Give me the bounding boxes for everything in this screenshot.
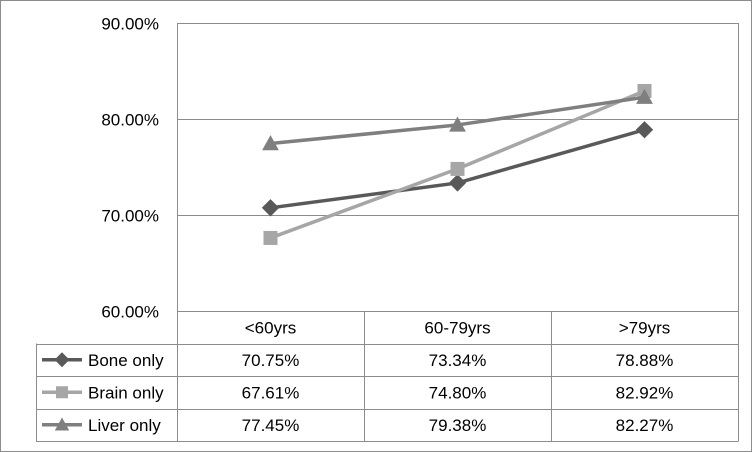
- legend-label: Liver only: [88, 416, 161, 435]
- y-tick-label: 60.00%: [101, 303, 159, 322]
- legend-marker: [54, 417, 70, 431]
- y-axis-tick-labels: 60.00% 70.00% 80.00% 90.00%: [101, 15, 159, 322]
- table-cell-value: 73.34%: [429, 351, 487, 370]
- category-label: >79yrs: [619, 318, 671, 337]
- data-point: [636, 88, 653, 104]
- data-point: [262, 135, 279, 151]
- data-point: [635, 121, 654, 139]
- y-tick-label: 90.00%: [101, 15, 159, 34]
- table-cell-value: 78.88%: [616, 351, 674, 370]
- table-cell-value: 74.80%: [429, 383, 487, 402]
- legend-marker: [54, 352, 70, 368]
- data-point: [263, 230, 278, 245]
- table-cell-value: 77.45%: [242, 416, 300, 435]
- legend-label: Bone only: [88, 351, 164, 370]
- y-tick-label: 80.00%: [101, 111, 159, 130]
- category-label: <60yrs: [245, 318, 297, 337]
- data-point: [450, 161, 465, 176]
- category-label: 60-79yrs: [424, 318, 490, 337]
- legend-marker: [56, 386, 68, 399]
- series-lines: [261, 83, 654, 245]
- table-cell-value: 70.75%: [242, 351, 300, 370]
- table-cell-value: 79.38%: [429, 416, 487, 435]
- table-cell-value: 82.27%: [616, 416, 674, 435]
- table-cell-value: 67.61%: [242, 383, 300, 402]
- data-table: <60yrs 60-79yrs >79yrs Bone only 70.75% 73.34…: [36, 311, 739, 442]
- legend-label: Brain only: [88, 383, 164, 402]
- data-point: [448, 174, 467, 192]
- table-cell-value: 82.92%: [616, 383, 674, 402]
- data-point: [449, 116, 466, 132]
- data-point: [261, 199, 280, 217]
- y-tick-label: 70.00%: [101, 207, 159, 226]
